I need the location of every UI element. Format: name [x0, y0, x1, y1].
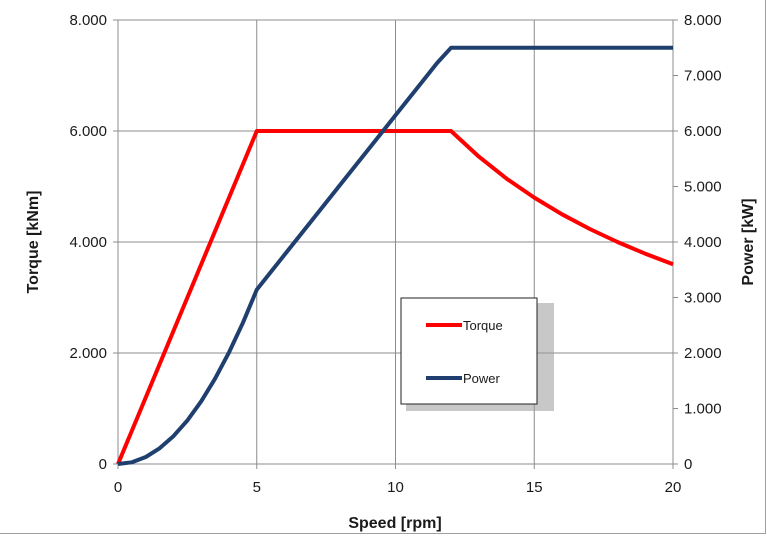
- y-right-tick-label: 8.000: [684, 12, 722, 29]
- axes: [113, 19, 678, 469]
- x-tick-label: 5: [253, 479, 261, 496]
- x-tick-label: 10: [387, 479, 404, 496]
- x-tick-label: 0: [114, 479, 122, 496]
- y-right-tick-label: 5.000: [684, 179, 722, 196]
- y-right-tick-label: 7.000: [684, 68, 722, 85]
- y-left-tick-label: 4.000: [69, 234, 107, 251]
- y-left-tick-label: 2.000: [69, 345, 107, 362]
- y-right-tick-label: 3.000: [684, 290, 722, 307]
- y-left-tick-label: 0: [99, 456, 107, 473]
- x-tick-label: 15: [526, 479, 543, 496]
- tick-labels: 0 5 10 15 2002.0004.0006.0008.00001.0002.000…: [69, 12, 721, 496]
- legend-box: [400, 297, 538, 405]
- y-left-tick-label: 8.000: [69, 12, 107, 29]
- legend: Torque Power: [400, 297, 554, 411]
- y-axis-left-title: Torque [kNm]: [25, 191, 42, 294]
- x-axis-title: Speed [rpm]: [348, 515, 441, 532]
- y-right-tick-label: 1.000: [684, 401, 722, 418]
- y-right-tick-label: 4.000: [684, 234, 722, 251]
- series-line-torque: [116, 129, 674, 465]
- series-lines: [116, 45, 674, 466]
- y-left-tick-label: 6.000: [69, 123, 107, 140]
- x-tick-label: 20: [665, 479, 682, 496]
- y-right-tick-label: 2.000: [684, 345, 722, 362]
- y-right-tick-label: 0: [684, 456, 692, 473]
- series-line-power: [117, 45, 673, 466]
- legend-label-power: Power: [463, 371, 501, 386]
- grid: [118, 19, 674, 464]
- y-right-tick-label: 6.000: [684, 123, 722, 140]
- legend-label-torque: Torque: [463, 318, 503, 333]
- y-axis-right-title: Power [kW]: [740, 198, 757, 285]
